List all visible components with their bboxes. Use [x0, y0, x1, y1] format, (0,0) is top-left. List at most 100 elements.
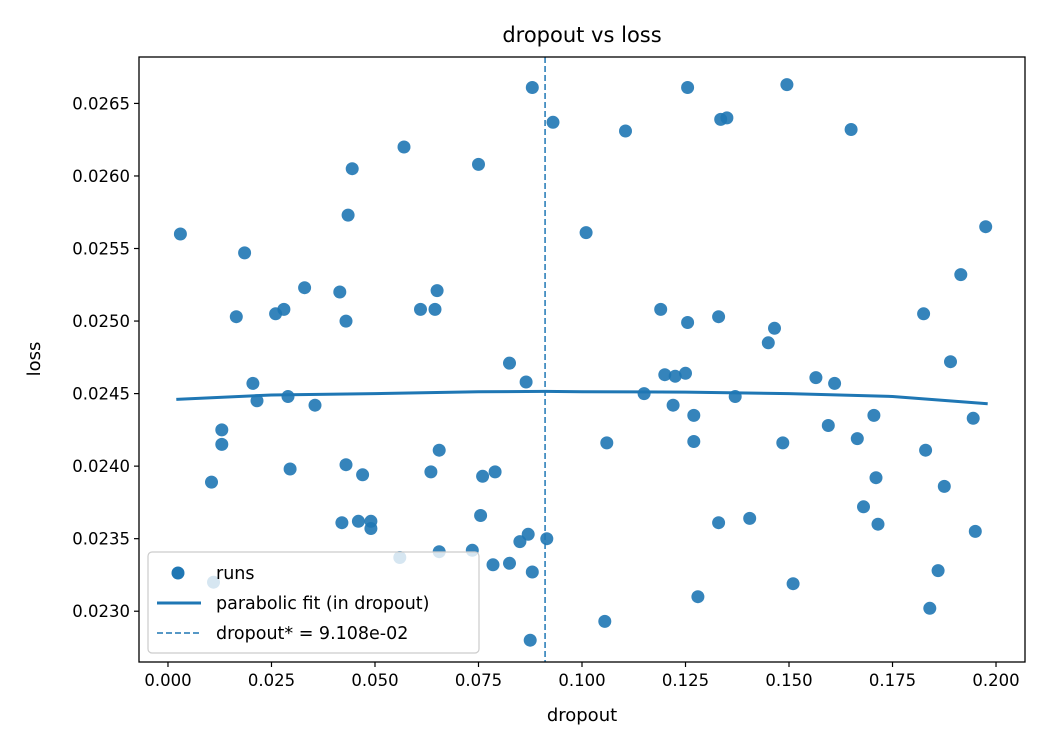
scatter-point	[283, 462, 297, 476]
scatter-point	[428, 302, 442, 316]
legend-box	[147, 551, 480, 654]
scatter-point	[821, 419, 835, 432]
scatter-point	[844, 123, 858, 136]
legend-runs-marker	[171, 566, 185, 580]
scatter-point	[298, 281, 312, 295]
scatter-point	[968, 524, 982, 538]
scatter-point	[215, 423, 229, 437]
x-axis-ticks: 0.000 0.025 0.050 0.075 0.100 0.125 0.150 0.175…	[144, 662, 1020, 690]
scatter-point	[333, 285, 347, 299]
scatter-point	[351, 514, 365, 528]
scatter-point	[229, 310, 243, 324]
scatter-point	[937, 479, 951, 493]
scatter-point	[691, 590, 705, 604]
scatter-point	[809, 371, 823, 385]
y-tick-label: 0.0255	[72, 240, 130, 259]
scatter-point	[944, 355, 957, 369]
scatter-point	[486, 558, 500, 572]
scatter-point	[867, 408, 881, 422]
scatter-point	[341, 208, 355, 222]
y-tick-label: 0.0265	[72, 94, 130, 113]
scatter-point	[871, 517, 885, 531]
legend: runs parabolic fit (in dropout) dropout*…	[147, 551, 480, 654]
y-tick-label: 0.0260	[72, 167, 130, 186]
scatter-point	[919, 443, 933, 457]
scatter-point	[712, 310, 726, 324]
scatter-point	[850, 432, 864, 446]
x-tick-label: 0.025	[248, 671, 295, 690]
x-tick-label: 0.075	[455, 671, 502, 690]
scatter-point	[728, 390, 742, 403]
scatter-point	[173, 227, 187, 241]
scatter-point	[525, 81, 539, 94]
legend-vline-label: dropout* = 9.108e-02	[216, 624, 408, 644]
scatter-point	[931, 564, 945, 578]
scatter-point	[780, 78, 794, 92]
scatter-point	[768, 321, 781, 335]
x-tick-label: 0.125	[662, 671, 709, 690]
scatter-point	[503, 556, 516, 570]
scatter-point	[743, 511, 757, 525]
x-tick-label: 0.100	[558, 671, 605, 690]
scatter-point	[666, 398, 680, 412]
y-axis-ticks: 0.0230 0.0235 0.0240 0.0245 0.0250 0.0255 0.02…	[72, 94, 139, 621]
scatter-point	[523, 633, 537, 647]
scatter-point	[761, 336, 775, 350]
parabolic-fit-line	[176, 389, 988, 406]
scatter-point	[600, 436, 614, 450]
scatter-point	[474, 509, 488, 522]
scatter-point	[414, 302, 427, 316]
x-tick-label: 0.175	[869, 671, 916, 690]
y-tick-label: 0.0250	[72, 312, 130, 331]
y-tick-label: 0.0240	[72, 457, 130, 476]
scatter-point	[339, 314, 353, 328]
x-tick-label: 0.000	[144, 671, 191, 690]
scatter-point	[339, 458, 353, 472]
scatter-point	[503, 356, 516, 370]
scatter-point	[472, 157, 485, 171]
y-axis-label: loss	[24, 342, 45, 377]
scatter-point	[308, 398, 322, 412]
scatter-point	[828, 376, 842, 390]
scatter-point	[432, 443, 446, 457]
scatter-point	[525, 565, 539, 579]
scatter-point	[954, 268, 968, 282]
scatter-point	[712, 516, 726, 530]
scatter-point	[521, 527, 535, 541]
x-tick-label: 0.200	[972, 671, 1019, 690]
x-tick-label: 0.150	[765, 671, 812, 690]
scatter-point	[668, 369, 682, 383]
scatter-point	[687, 408, 701, 422]
scatter-point	[869, 471, 883, 485]
y-tick-label: 0.0230	[72, 602, 130, 621]
plot-area	[173, 57, 993, 662]
scatter-point	[776, 436, 790, 450]
scatter-point	[979, 220, 993, 234]
scatter-point	[654, 302, 668, 316]
scatter-point	[619, 124, 632, 138]
scatter-point	[579, 226, 593, 240]
x-tick-label: 0.050	[351, 671, 398, 690]
scatter-point	[238, 246, 252, 260]
scatter-point	[250, 394, 264, 408]
scatter-point	[246, 376, 260, 390]
scatter-point	[687, 435, 701, 448]
legend-fit-label: parabolic fit (in dropout)	[216, 594, 430, 614]
scatter-point	[424, 465, 438, 479]
scatter-point	[546, 115, 560, 129]
scatter-point	[681, 81, 695, 94]
scatter-point	[356, 468, 370, 482]
scatter-point	[966, 411, 980, 425]
scatter-point	[637, 387, 651, 401]
y-tick-label: 0.0235	[72, 530, 130, 549]
scatter-point	[658, 368, 672, 382]
scatter-point	[540, 532, 554, 546]
scatter-point	[917, 307, 931, 321]
scatter-point	[681, 316, 695, 329]
scatter-point	[277, 302, 291, 316]
scatter-point	[488, 465, 502, 479]
scatter-point	[679, 366, 692, 380]
scatter-point	[476, 469, 490, 483]
y-tick-label: 0.0245	[72, 385, 130, 404]
